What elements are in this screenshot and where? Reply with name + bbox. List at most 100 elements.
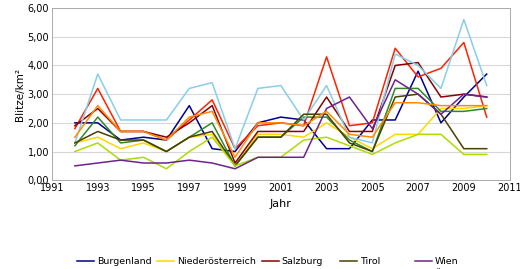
Österreich xyxy=(186,115,192,119)
Oberösterreich xyxy=(209,121,215,125)
Line: Wien: Wien xyxy=(75,80,487,169)
Wien xyxy=(438,113,444,116)
Line: Burgenland: Burgenland xyxy=(75,71,487,151)
Steiermark xyxy=(118,118,124,122)
Kärnten xyxy=(438,67,444,70)
X-axis label: Jahr: Jahr xyxy=(270,199,292,208)
Kärnten xyxy=(323,55,330,58)
Kärnten xyxy=(72,127,78,130)
Salzburg xyxy=(186,121,192,125)
Steiermark xyxy=(484,84,490,87)
Österreich xyxy=(72,136,78,139)
Tirol xyxy=(95,130,101,133)
Burgenland xyxy=(484,72,490,76)
Vorarlberg xyxy=(186,150,192,153)
Oberösterreich xyxy=(118,141,124,144)
Tirol xyxy=(323,113,330,116)
Kärnten xyxy=(415,75,421,79)
Österreich xyxy=(209,110,215,113)
Kärnten xyxy=(163,139,170,142)
Burgenland xyxy=(392,118,398,122)
Burgenland xyxy=(278,115,284,119)
Burgenland xyxy=(461,95,467,99)
Wien xyxy=(392,78,398,82)
Salzburg xyxy=(72,124,78,127)
Salzburg xyxy=(301,130,307,133)
Burgenland xyxy=(163,139,170,142)
Burgenland xyxy=(255,121,261,125)
Tirol xyxy=(278,136,284,139)
Niederösterreich xyxy=(369,147,375,150)
Salzburg xyxy=(163,136,170,139)
Kärnten xyxy=(369,121,375,125)
Burgenland xyxy=(346,147,353,150)
Kärnten xyxy=(140,130,147,133)
Tirol xyxy=(209,130,215,133)
Tirol xyxy=(438,113,444,116)
Burgenland xyxy=(140,136,147,139)
Kärnten xyxy=(186,118,192,122)
Burgenland xyxy=(301,118,307,122)
Tirol xyxy=(255,136,261,139)
Tirol xyxy=(232,164,238,168)
Vorarlberg xyxy=(163,167,170,170)
Wien xyxy=(461,93,467,96)
Oberösterreich xyxy=(301,115,307,119)
Kärnten xyxy=(255,124,261,127)
Oberösterreich xyxy=(392,87,398,90)
Wien xyxy=(163,161,170,165)
Wien xyxy=(255,156,261,159)
Vorarlberg xyxy=(140,156,147,159)
Österreich xyxy=(232,156,238,159)
Vorarlberg xyxy=(346,144,353,147)
Kärnten xyxy=(484,115,490,119)
Niederösterreich xyxy=(118,147,124,150)
Burgenland xyxy=(232,150,238,153)
Steiermark xyxy=(323,84,330,87)
Wien xyxy=(118,158,124,162)
Niederösterreich xyxy=(186,136,192,139)
Österreich xyxy=(140,130,147,133)
Wien xyxy=(346,95,353,99)
Tirol xyxy=(186,136,192,139)
Steiermark xyxy=(278,84,284,87)
Salzburg xyxy=(95,107,101,110)
Wien xyxy=(415,93,421,96)
Vorarlberg xyxy=(484,153,490,156)
Oberösterreich xyxy=(415,87,421,90)
Steiermark xyxy=(232,147,238,150)
Niederösterreich xyxy=(255,133,261,136)
Tirol xyxy=(346,141,353,144)
Oberösterreich xyxy=(140,139,147,142)
Salzburg xyxy=(484,95,490,99)
Oberösterreich xyxy=(484,107,490,110)
Vorarlberg xyxy=(392,141,398,144)
Burgenland xyxy=(72,121,78,125)
Tirol xyxy=(369,150,375,153)
Wien xyxy=(301,156,307,159)
Vorarlberg xyxy=(209,136,215,139)
Burgenland xyxy=(369,118,375,122)
Salzburg xyxy=(255,130,261,133)
Tirol xyxy=(72,141,78,144)
Niederösterreich xyxy=(438,107,444,110)
Legend: Burgenland, Kärnten, Niederösterreich, Oberösterreich, Salzburg, Steiermark, Tir: Burgenland, Kärnten, Niederösterreich, O… xyxy=(77,257,484,269)
Salzburg xyxy=(392,64,398,67)
Wien xyxy=(186,158,192,162)
Kärnten xyxy=(209,98,215,101)
Oberösterreich xyxy=(323,115,330,119)
Österreich xyxy=(484,104,490,107)
Line: Kärnten: Kärnten xyxy=(75,43,487,149)
Kärnten xyxy=(118,130,124,133)
Österreich xyxy=(392,101,398,104)
Steiermark xyxy=(163,118,170,122)
Niederösterreich xyxy=(461,107,467,110)
Steiermark xyxy=(369,141,375,144)
Steiermark xyxy=(346,136,353,139)
Österreich xyxy=(323,110,330,113)
Steiermark xyxy=(392,52,398,56)
Burgenland xyxy=(415,70,421,73)
Salzburg xyxy=(209,104,215,107)
Tirol xyxy=(163,150,170,153)
Österreich xyxy=(438,104,444,107)
